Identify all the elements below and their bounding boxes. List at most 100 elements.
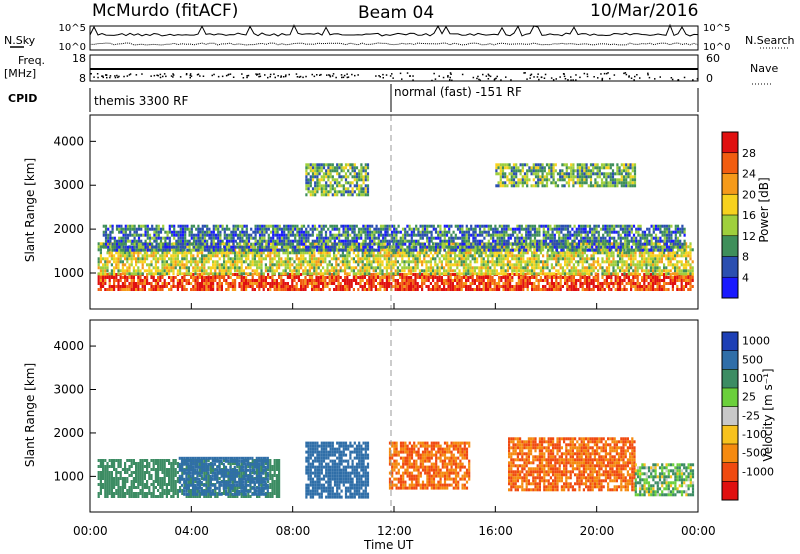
data-cell (344, 282, 347, 285)
data-cell (271, 257, 274, 261)
data-cell (601, 272, 604, 276)
data-cell (337, 272, 340, 276)
data-cell (564, 272, 567, 276)
data-cell (392, 285, 395, 288)
data-cell (428, 224, 431, 228)
data-cell (434, 263, 437, 267)
data-cell (275, 279, 278, 282)
data-cell (517, 260, 520, 264)
data-cell (619, 288, 622, 291)
data-cell (212, 236, 215, 240)
data-cell (443, 288, 446, 291)
data-cell (326, 266, 329, 270)
data-cell (368, 233, 372, 237)
data-cell (660, 279, 663, 282)
data-cell (379, 263, 382, 267)
data-cell (300, 227, 303, 231)
data-cell (199, 242, 202, 246)
data-cell (572, 288, 575, 291)
data-cell (320, 242, 323, 246)
data-cell (649, 266, 652, 270)
data-cell (597, 273, 600, 276)
data-cell (109, 224, 112, 228)
data-cell (436, 279, 439, 282)
data-cell (610, 288, 613, 291)
nave-dot (232, 76, 235, 78)
data-cell (317, 242, 320, 246)
data-cell (346, 230, 350, 234)
data-cell (227, 272, 230, 276)
data-cell (175, 233, 178, 237)
data-cell (172, 272, 175, 276)
data-cell (130, 272, 133, 276)
data-cell (185, 288, 188, 291)
data-cell (177, 233, 180, 237)
data-cell (258, 288, 261, 291)
data-cell (381, 260, 384, 264)
data-cell (305, 233, 308, 237)
data-cell (425, 266, 428, 270)
data-cell (238, 285, 241, 288)
data-cell (632, 282, 635, 285)
data-cell (308, 266, 311, 270)
data-cell (251, 245, 254, 249)
data-cell (447, 288, 450, 291)
nave-dot (199, 75, 201, 77)
data-cell (137, 285, 140, 288)
data-cell (161, 266, 164, 270)
data-cell (605, 242, 608, 246)
data-cell (403, 282, 406, 285)
data-cell (337, 257, 340, 261)
data-cell (196, 251, 199, 255)
data-cell (300, 248, 303, 252)
data-cell (294, 236, 297, 240)
data-cell (403, 288, 406, 291)
data-cell (689, 251, 692, 255)
data-cell (460, 282, 463, 285)
data-cell (537, 254, 540, 258)
data-cell (297, 276, 300, 279)
data-cell (185, 245, 188, 249)
data-cell (333, 272, 336, 276)
data-cell (451, 288, 454, 291)
data-cell (484, 260, 487, 264)
data-cell (355, 260, 358, 264)
data-cell (568, 279, 571, 282)
data-cell (135, 285, 138, 288)
data-cell (234, 224, 237, 228)
data-cell (315, 285, 318, 288)
data-cell (471, 279, 474, 282)
data-cell (634, 257, 637, 261)
data-cell (396, 260, 399, 264)
data-cell (168, 236, 171, 240)
data-cell (126, 233, 130, 237)
data-cell (240, 276, 243, 279)
data-cell (172, 254, 175, 258)
data-cell (302, 224, 306, 228)
data-cell (305, 230, 308, 234)
data-cell (269, 254, 272, 258)
data-cell (269, 239, 273, 243)
data-cell (174, 251, 177, 255)
nave-dot (126, 75, 129, 77)
data-cell (366, 245, 369, 249)
data-cell (500, 251, 503, 255)
data-cell (289, 288, 292, 291)
data-cell (353, 224, 356, 228)
data-cell (417, 239, 420, 243)
data-cell (370, 288, 373, 291)
data-cell (669, 282, 672, 285)
data-cell (153, 227, 156, 231)
data-cell (108, 248, 111, 252)
nave-dot (129, 73, 132, 75)
data-cell (128, 251, 131, 255)
data-cell (282, 269, 285, 273)
data-cell (500, 254, 503, 258)
data-cell (305, 248, 308, 252)
data-cell (445, 230, 449, 234)
data-cell (434, 251, 437, 255)
data-cell (396, 248, 399, 252)
data-cell (384, 236, 387, 240)
data-cell (117, 282, 120, 285)
data-cell (410, 285, 413, 288)
